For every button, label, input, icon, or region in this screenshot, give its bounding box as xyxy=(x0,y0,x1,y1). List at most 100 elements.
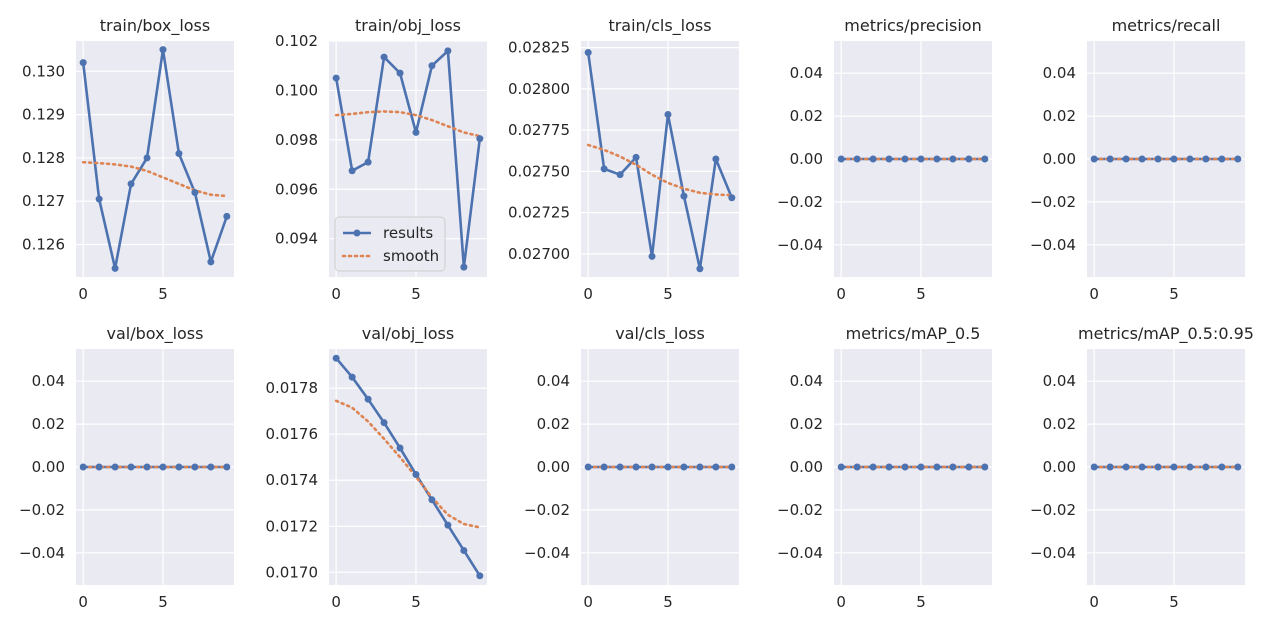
results-line xyxy=(335,357,481,577)
results-point xyxy=(1090,155,1098,163)
results-point xyxy=(207,463,215,471)
results-point xyxy=(444,47,452,55)
results-point xyxy=(428,62,436,70)
y-tick-label: −0.04 xyxy=(777,236,823,254)
y-tick-label: −0.04 xyxy=(1030,544,1076,562)
y-tick-label: 0.0170 xyxy=(266,563,319,581)
results-point xyxy=(364,395,372,403)
results-point xyxy=(175,150,183,158)
results-point xyxy=(933,463,941,471)
results-point xyxy=(616,463,624,471)
y-tick-label: 0.102 xyxy=(275,32,318,50)
plot-area xyxy=(76,41,234,277)
results-point xyxy=(332,354,340,362)
x-tick-label: 0 xyxy=(836,593,846,611)
results-point xyxy=(476,572,484,580)
x-tick-label: 5 xyxy=(1169,285,1179,303)
results-point xyxy=(853,463,861,471)
subplot-6: 0 5 −0.04 −0.02 0.00 0.02 0.04 val/box_loss xyxy=(19,324,234,611)
results-point xyxy=(616,171,624,179)
y-tick-label: 0.00 xyxy=(1043,458,1076,476)
y-tick-label: 0.02775 xyxy=(508,121,570,139)
y-tick-label: 0.02 xyxy=(790,415,823,433)
subplot-7: 0 5 0.0170 0.0172 0.0174 0.0176 0.0178 val/obj_… xyxy=(266,324,487,611)
results-point xyxy=(632,153,640,161)
y-tick-label: 0.02 xyxy=(790,107,823,125)
y-tick-label: 0.128 xyxy=(22,149,65,167)
y-tick-label: −0.02 xyxy=(524,501,570,519)
y-tick-label: 0.02 xyxy=(537,415,570,433)
results-point xyxy=(584,49,592,57)
results-point xyxy=(348,373,356,381)
y-tick-label: −0.04 xyxy=(777,544,823,562)
x-tick-label: 5 xyxy=(916,593,926,611)
results-point xyxy=(584,463,592,471)
results-line xyxy=(586,52,734,271)
results-point xyxy=(1106,463,1114,471)
results-point xyxy=(728,463,736,471)
y-tick-label: 0.098 xyxy=(275,131,318,149)
y-tick-label: −0.04 xyxy=(19,544,65,562)
results-point xyxy=(159,46,167,54)
results-point xyxy=(901,155,909,163)
results-point xyxy=(917,463,925,471)
y-tick-label: −0.02 xyxy=(19,501,65,519)
y-tick-label: 0.02700 xyxy=(508,245,570,263)
y-tick-label: 0.00 xyxy=(1043,150,1076,168)
results-point xyxy=(1090,463,1098,471)
results-point xyxy=(981,463,989,471)
results-point xyxy=(949,155,957,163)
results-point xyxy=(853,155,861,163)
x-tick-label: 0 xyxy=(583,285,593,303)
y-tick-label: −0.02 xyxy=(1030,193,1076,211)
results-point xyxy=(696,265,704,273)
results-point xyxy=(428,496,436,504)
x-tick-label: 0 xyxy=(583,593,593,611)
y-tick-label: −0.02 xyxy=(777,501,823,519)
results-point xyxy=(1218,463,1226,471)
subplot-5: 0 5 −0.04 −0.02 0.00 0.02 0.04 metrics/recall xyxy=(1030,16,1245,303)
y-tick-label: 0.04 xyxy=(32,372,65,390)
x-tick-label: 0 xyxy=(78,593,88,611)
results-point xyxy=(223,212,231,220)
subplot-2: 0 5 0.094 0.096 0.098 0.100 0.102 train/obj_los… xyxy=(275,16,487,303)
x-tick-label: 0 xyxy=(836,285,846,303)
results-point xyxy=(1186,463,1194,471)
results-point xyxy=(396,69,404,77)
y-tick-label: 0.04 xyxy=(1043,64,1076,82)
y-tick-label: 0.04 xyxy=(790,372,823,390)
subplot-title: train/obj_loss xyxy=(355,16,461,36)
y-tick-label: −0.02 xyxy=(1030,501,1076,519)
results-point xyxy=(1106,155,1114,163)
y-tick-label: 0.0178 xyxy=(266,379,319,397)
subplot-10: 0 5 −0.04 −0.02 0.00 0.02 0.04 metrics/mAP_0.5:… xyxy=(1030,324,1254,611)
results-line xyxy=(81,48,229,270)
results-point xyxy=(348,167,356,175)
y-tick-label: 0.126 xyxy=(22,236,65,254)
results-point xyxy=(143,463,151,471)
y-tick-label: 0.00 xyxy=(537,458,570,476)
results-point xyxy=(412,470,420,478)
smooth-line xyxy=(334,110,482,138)
results-point xyxy=(696,463,704,471)
y-tick-label: −0.04 xyxy=(524,544,570,562)
results-point xyxy=(380,419,388,427)
subplot-title: metrics/mAP_0.5:0.95 xyxy=(1078,324,1254,344)
results-point xyxy=(1170,155,1178,163)
y-tick-label: 0.00 xyxy=(32,458,65,476)
results-point xyxy=(1234,155,1242,163)
results-point xyxy=(143,154,151,162)
results-point xyxy=(664,463,672,471)
results-point xyxy=(111,264,119,272)
subplot-1: 0 5 0.126 0.127 0.128 0.129 0.130 train/box_los… xyxy=(22,16,234,303)
results-point xyxy=(223,463,231,471)
x-tick-label: 5 xyxy=(411,285,421,303)
y-tick-label: 0.100 xyxy=(275,81,318,99)
results-point xyxy=(396,444,404,452)
results-line xyxy=(334,49,482,269)
y-tick-label: 0.0172 xyxy=(266,517,319,535)
results-point xyxy=(380,53,388,61)
results-point xyxy=(869,463,877,471)
